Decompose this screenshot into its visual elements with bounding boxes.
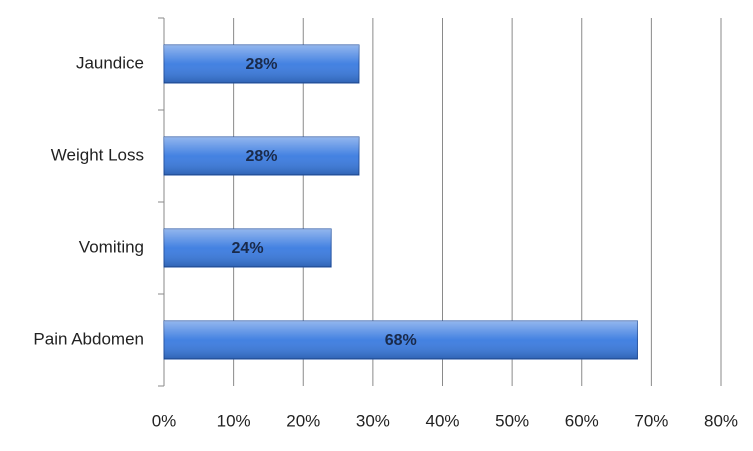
y-tick-label: Vomiting <box>79 237 144 256</box>
y-tick-label: Pain Abdomen <box>33 329 144 348</box>
x-tick-label: 20% <box>286 411 320 430</box>
y-tick-label: Weight Loss <box>51 145 144 164</box>
bar-shine <box>164 321 638 359</box>
x-tick-label: 80% <box>704 411 738 430</box>
bar-shine <box>164 45 359 83</box>
value-label: 28% <box>245 148 277 165</box>
bar-shine <box>164 229 332 267</box>
value-label: 68% <box>385 332 417 349</box>
x-tick-label: 40% <box>425 411 459 430</box>
value-label: 28% <box>245 56 277 73</box>
value-label: 24% <box>232 240 264 257</box>
x-tick-label: 50% <box>495 411 529 430</box>
x-tick-label: 60% <box>565 411 599 430</box>
x-tick-label: 30% <box>356 411 390 430</box>
y-tick-label: Jaundice <box>76 53 144 72</box>
x-tick-label: 0% <box>152 411 177 430</box>
x-tick-label: 10% <box>217 411 251 430</box>
x-tick-label: 70% <box>634 411 668 430</box>
bar-shine <box>164 137 359 175</box>
